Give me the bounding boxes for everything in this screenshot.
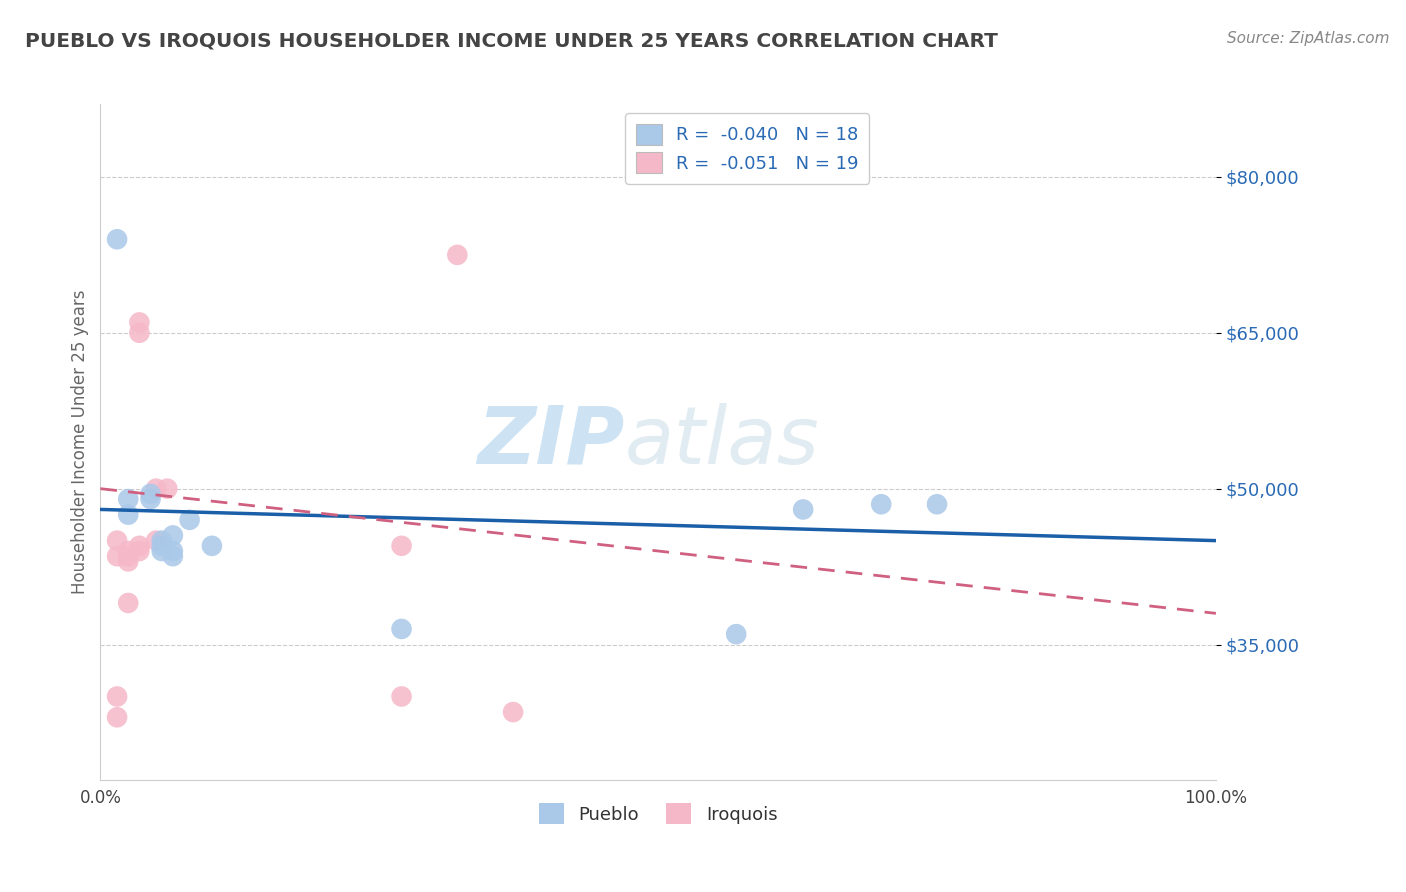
Point <box>139 487 162 501</box>
Point <box>105 232 128 246</box>
Point <box>150 533 173 548</box>
Point <box>391 690 413 704</box>
Point <box>145 482 167 496</box>
Point <box>128 326 150 340</box>
Point <box>391 539 413 553</box>
Point <box>150 544 173 558</box>
Point <box>128 544 150 558</box>
Point <box>105 710 128 724</box>
Point <box>870 497 893 511</box>
Point <box>150 539 173 553</box>
Point <box>105 690 128 704</box>
Text: PUEBLO VS IROQUOIS HOUSEHOLDER INCOME UNDER 25 YEARS CORRELATION CHART: PUEBLO VS IROQUOIS HOUSEHOLDER INCOME UN… <box>25 31 998 50</box>
Point <box>117 549 139 564</box>
Point <box>139 491 162 506</box>
Point <box>162 528 184 542</box>
Text: Source: ZipAtlas.com: Source: ZipAtlas.com <box>1226 31 1389 46</box>
Point <box>117 491 139 506</box>
Point <box>725 627 748 641</box>
Point <box>117 596 139 610</box>
Point <box>792 502 814 516</box>
Point <box>391 622 413 636</box>
Point <box>117 508 139 522</box>
Y-axis label: Householder Income Under 25 years: Householder Income Under 25 years <box>72 290 89 594</box>
Point <box>145 533 167 548</box>
Point <box>128 539 150 553</box>
Point <box>446 248 468 262</box>
Point <box>128 315 150 329</box>
Point <box>156 482 179 496</box>
Point <box>162 544 184 558</box>
Point <box>925 497 948 511</box>
Point <box>502 705 524 719</box>
Point <box>105 549 128 564</box>
Point <box>162 549 184 564</box>
Point <box>179 513 201 527</box>
Text: atlas: atlas <box>624 403 820 481</box>
Point <box>201 539 224 553</box>
Point <box>117 544 139 558</box>
Point <box>117 554 139 568</box>
Legend: Pueblo, Iroquois: Pueblo, Iroquois <box>531 796 785 831</box>
Text: ZIP: ZIP <box>477 403 624 481</box>
Point <box>105 533 128 548</box>
